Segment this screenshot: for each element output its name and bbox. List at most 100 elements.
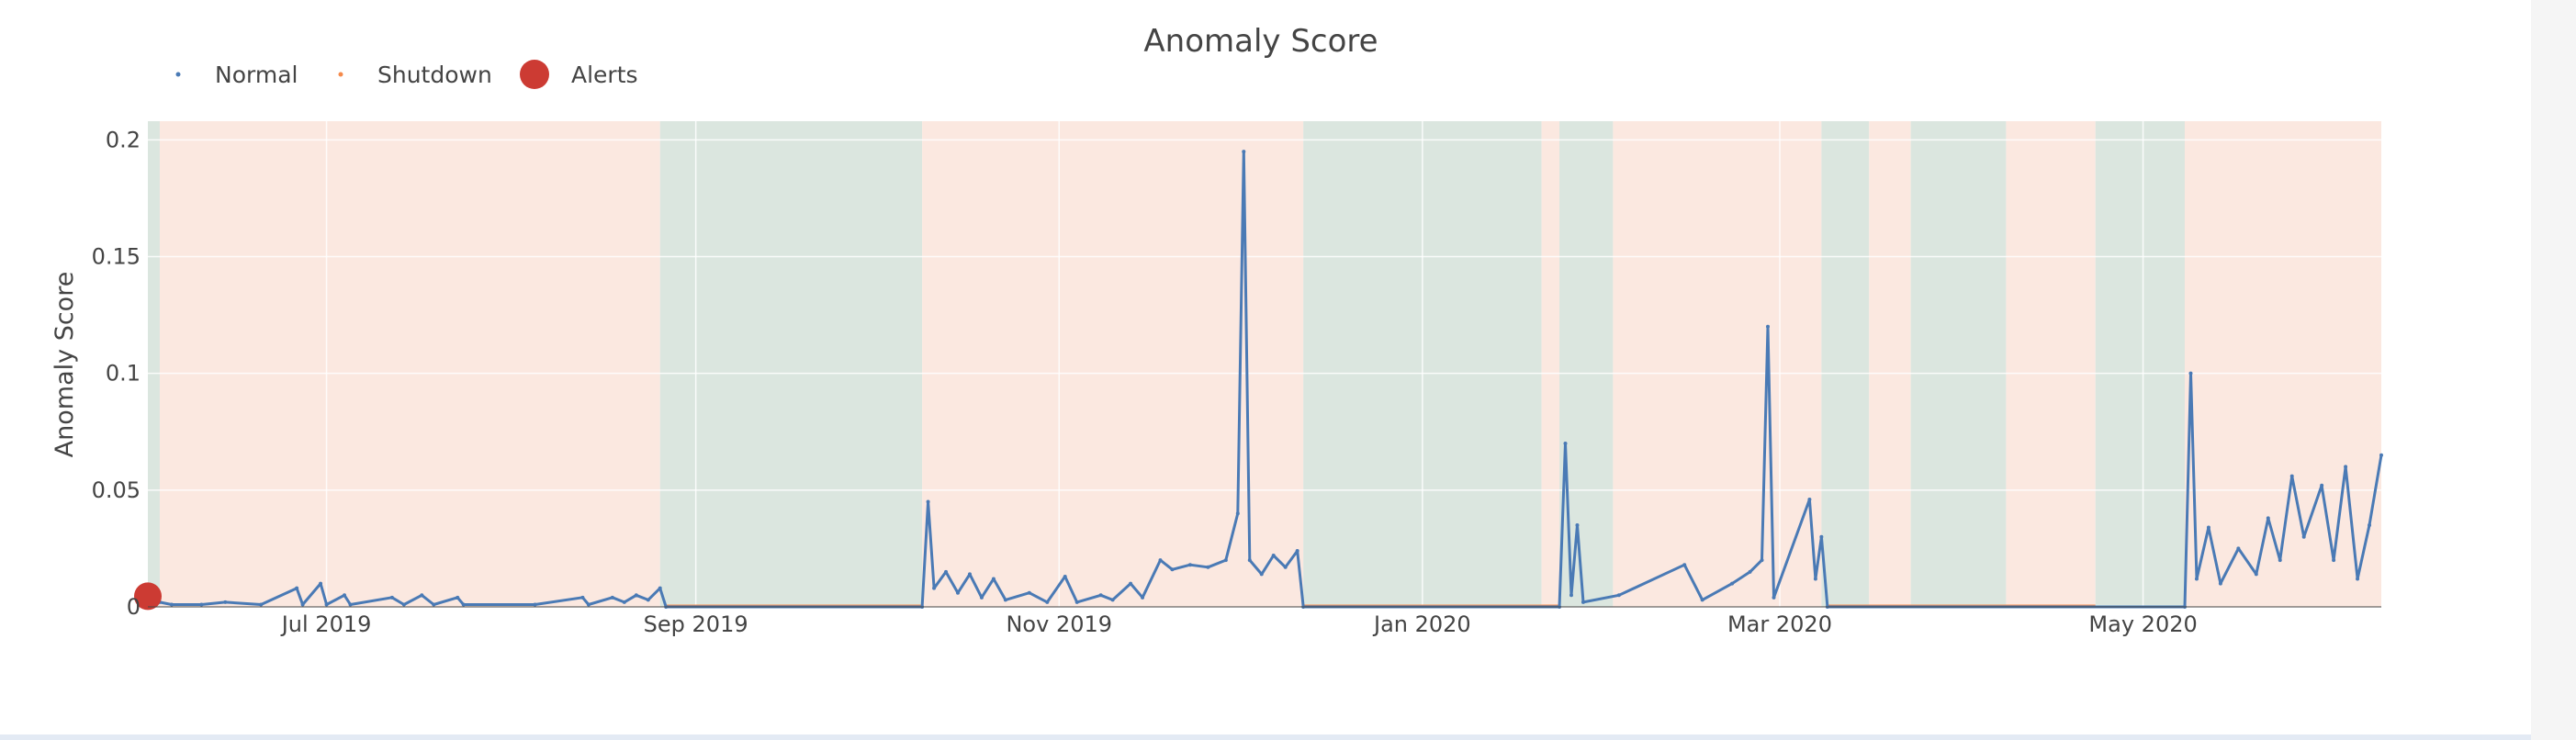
series-normal-point [1098,593,1103,598]
series-normal-point [533,602,537,607]
band-shutdown [1910,121,2007,607]
series-normal-point [1813,577,1817,581]
series-normal-point [1807,498,1812,502]
band-normal [1541,121,1560,607]
data-series [134,150,2383,611]
series-normal-point [1247,558,1252,563]
series-normal-point [2301,534,2306,539]
series-normal-point [1748,569,1752,574]
y-axis: 0 0.05 0.1 0.15 0.2 [92,127,141,620]
series-normal-point [926,499,930,504]
legend-normal-marker [175,72,181,77]
series-normal-point [456,595,460,600]
y-tick-label: 0.15 [92,244,141,270]
series-normal-point [2194,577,2199,581]
series-normal-point [1760,558,1764,563]
x-tick-label: Nov 2019 [1006,611,1112,637]
series-normal-point [1045,600,1050,604]
alert-marker [134,582,162,611]
legend-item-alerts[interactable]: Alerts [520,60,638,89]
series-normal-point [1766,324,1771,329]
anomaly-score-chart: Jul 2019 Sep 2019 Nov 2019 Jan 2020 Mar 2020… [51,23,2383,637]
series-normal-point [1129,581,1133,586]
series-normal-point [2379,453,2383,457]
series-normal-point [2356,577,2360,581]
series-normal-point [580,595,585,600]
legend-alerts-label: Alerts [571,62,638,88]
series-normal-point [1027,590,1031,595]
series-normal-point [622,600,626,604]
series-normal-point [1206,565,1210,569]
container-bottom-border [0,734,2531,740]
series-normal-point [2289,474,2294,478]
band-normal [1613,121,1822,607]
series-normal-point [1063,574,1067,578]
legend-item-normal[interactable]: Normal [175,62,298,88]
series-normal-point [658,586,662,590]
y-tick-label: 0.2 [106,127,141,152]
series-normal-point [2332,558,2336,563]
series-normal-point [1242,150,1246,154]
series-normal-point [2254,572,2258,577]
series-normal-point [1295,548,1299,553]
series-normal-point [259,602,264,607]
series-normal-point [348,602,353,607]
band-shutdown [148,121,160,607]
series-normal-point [2278,558,2282,563]
legend-alerts-marker [520,60,549,89]
series-normal-point [1730,581,1735,586]
series-normal-point [1110,598,1115,602]
series-normal-point [319,581,323,586]
legend[interactable]: Normal Shutdown Alerts [175,60,638,89]
x-tick-label: Sep 2019 [644,611,748,637]
legend-item-shutdown[interactable]: Shutdown [338,62,492,88]
series-normal-point [1700,598,1704,602]
series-normal-point [461,602,466,607]
series-normal-point [1575,522,1580,527]
chart-container: Jul 2019 Sep 2019 Nov 2019 Jan 2020 Mar 2020… [51,23,2383,637]
series-normal-point [199,602,204,607]
series-normal-point [610,595,614,600]
series-normal-point [1003,598,1007,602]
series-normal-point [2266,516,2270,521]
gridlines [148,121,2381,607]
series-normal-point [1259,572,1264,577]
x-tick-label: May 2020 [2088,611,2197,637]
series-normal-point [1271,554,1276,558]
series-normal-point [646,598,650,602]
series-normal-point [1074,600,1079,604]
series-normal-point [420,593,424,598]
series-normal-point [432,602,436,607]
scrollbar-gutter [2531,0,2576,740]
band-shutdown [1559,121,1614,607]
series-normal-point [223,600,228,604]
series-normal-point [169,602,174,607]
series-normal-point [300,602,305,607]
band-normal [1869,121,1911,607]
series-normal-point [991,577,996,581]
x-tick-label: Jan 2020 [1372,611,1471,637]
series-normal-point [2188,371,2193,376]
series-normal-point [967,572,972,577]
series-normal-point [2218,581,2222,586]
series-normal-point [343,593,347,598]
legend-normal-label: Normal [215,62,298,88]
y-tick-label: 0.1 [106,361,141,387]
x-tick-label: Jul 2019 [280,611,372,637]
series-normal-point [1616,593,1621,598]
state-bands [148,121,2381,607]
x-tick-label: Mar 2020 [1727,611,1832,637]
series-normal-point [1580,600,1585,604]
band-shutdown [2095,121,2185,607]
series-normal-point [1772,595,1776,600]
series-normal-point [401,602,406,607]
legend-shutdown-label: Shutdown [377,62,492,88]
series-normal-point [1187,563,1192,567]
series-normal-point [979,595,984,600]
series-normal-point [1563,441,1568,445]
series-normal-point [1819,534,1824,539]
band-normal [2184,121,2381,607]
y-tick-label: 0.05 [92,477,141,503]
series-normal-point [932,586,937,590]
band-shutdown [1821,121,1870,607]
